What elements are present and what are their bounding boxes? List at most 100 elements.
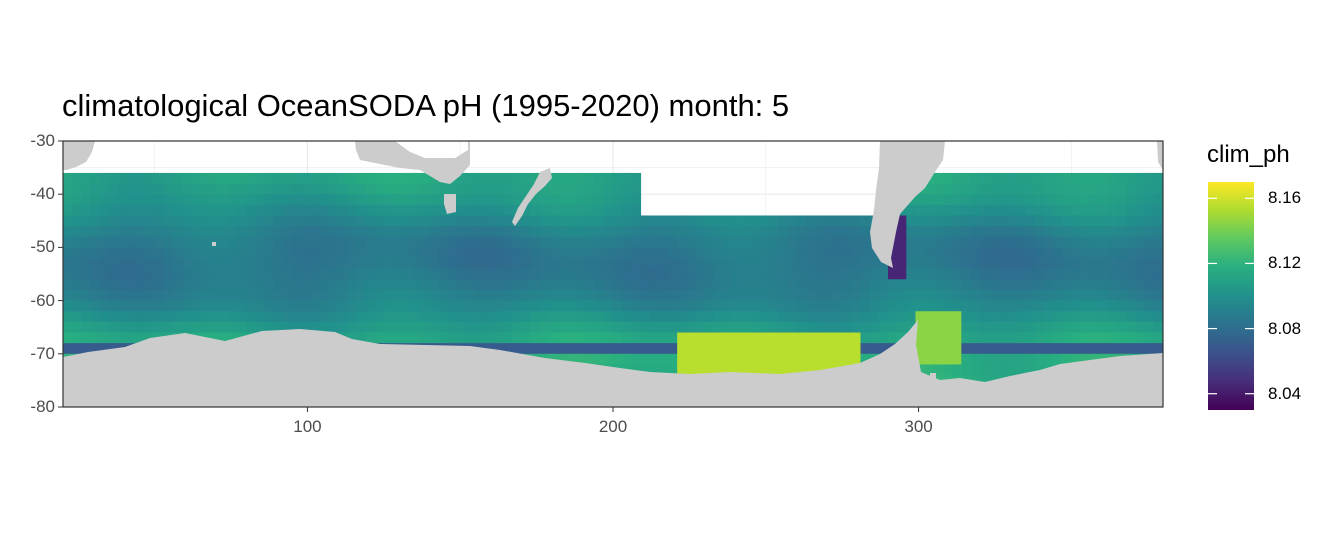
heatmap-cell [108,258,119,270]
heatmap-cell [814,236,825,248]
heatmap-cell [81,194,92,206]
heatmap-cell [741,300,752,312]
heatmap-cell [897,236,907,248]
heatmap-cell [63,247,73,259]
heatmap-cell [1071,204,1082,217]
heatmap-cell [328,321,339,334]
heatmap-cell [493,183,504,195]
heatmap-cell [768,300,779,312]
heatmap-cell [108,183,119,195]
heatmap-cell [631,289,642,302]
heatmap-cell [365,289,376,302]
heatmap-cell [72,321,82,334]
heatmap-cell [988,172,999,185]
heatmap-cell [1080,332,1091,344]
heatmap-cell [1062,172,1072,185]
heatmap-cell [741,279,752,291]
heatmap-cell [1089,268,1100,280]
heatmap-cell [173,268,183,280]
heatmap-cell [750,364,761,376]
heatmap-cell [603,279,614,291]
heatmap-cell [438,321,449,334]
heatmap-cell [668,321,678,334]
heatmap-cell [393,268,403,280]
heatmap-cell [383,236,394,248]
heatmap-cell [218,183,229,195]
heatmap-cell [420,332,431,344]
heatmap-cell [613,226,623,238]
heatmap-cell [732,215,742,227]
heatmap-cell [768,343,779,355]
heatmap-cell [814,332,825,344]
heatmap-cell [988,289,999,302]
heatmap-cell [429,247,440,259]
heatmap-cell [127,226,137,238]
heatmap-cell [347,226,357,238]
heatmap-cell [805,321,816,334]
heatmap-cell [1007,353,1017,366]
heatmap-cell [200,215,211,227]
heatmap-cell [503,321,513,334]
heatmap-cell [613,289,623,302]
heatmap-cell [228,204,238,217]
heatmap-cell [90,311,101,323]
heatmap-cell [264,194,275,206]
heatmap-cell [503,247,513,259]
heatmap-cell [594,311,605,323]
heatmap-cell [768,353,779,366]
heatmap-cell [594,172,605,185]
heatmap-cell [191,236,202,248]
heatmap-cell [154,236,165,248]
heatmap-cell [1135,258,1146,270]
heatmap-cell [1025,364,1036,376]
heatmap-cell [191,247,202,259]
heatmap-cell [869,258,880,270]
heatmap-cell [429,194,440,206]
heatmap-cell [741,332,752,344]
heatmap-cell [1089,311,1100,323]
heatmap-cell [1080,289,1091,302]
heatmap-cell [548,204,559,217]
heatmap-cell [118,172,128,185]
heatmap-cell [466,215,477,227]
heatmap-cell [503,258,513,270]
heatmap-cell [1034,311,1045,323]
heatmap-cell [209,258,220,270]
heatmap-cell [814,215,825,227]
heatmap-cell [1117,300,1127,312]
heatmap-cell [264,289,275,302]
heatmap-cell [319,247,330,259]
heatmap-cell [72,300,82,312]
heatmap-cell [961,194,972,206]
heatmap-cell [429,332,440,344]
heatmap-cell [1016,321,1027,334]
heatmap-cell [668,279,678,291]
heatmap-cell [814,300,825,312]
heatmap-cell [998,300,1008,312]
heatmap-cell [228,321,238,334]
heatmap-cell [374,321,385,334]
heatmap-cell [906,311,917,323]
heatmap-cell [383,300,394,312]
heatmap-cell [99,300,110,312]
heatmap-cell [530,289,541,302]
heatmap-cell [805,364,816,376]
heatmap-cell [933,300,944,312]
heatmap-cell [136,258,147,270]
heatmap-cell [218,289,229,302]
heatmap-cell [356,300,367,312]
heatmap-cell [493,236,504,248]
heatmap-cell [796,279,807,291]
heatmap-cell [319,215,330,227]
heatmap-cell [1108,226,1118,238]
heatmap-cell [805,311,816,323]
heatmap-cell [613,236,623,248]
heatmap-cell [127,311,137,323]
heatmap-cell [668,226,678,238]
heatmap-cell [548,343,559,355]
heatmap-cell [704,364,715,376]
heatmap-cell [1053,268,1063,280]
heatmap-cell [732,311,742,323]
heatmap-cell [466,172,477,185]
heatmap-cell [99,311,110,323]
